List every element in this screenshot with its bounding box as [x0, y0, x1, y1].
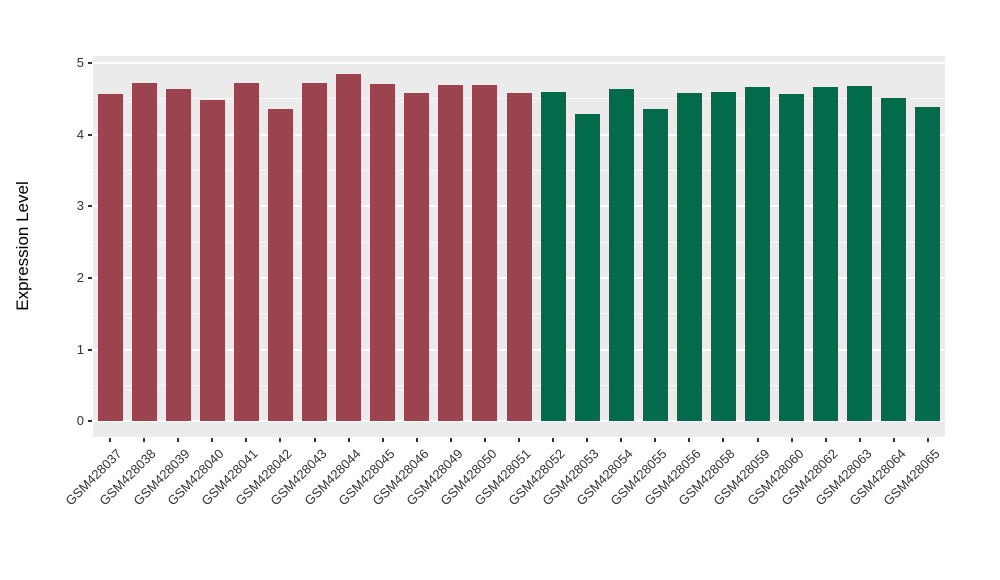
x-axis-tick	[381, 438, 384, 442]
x-axis-tick	[449, 438, 452, 442]
x-axis-tick	[518, 438, 520, 442]
bar	[540, 91, 566, 422]
x-axis-tick	[552, 438, 555, 442]
bar	[506, 92, 532, 422]
bar	[881, 98, 907, 422]
x-axis-tick	[688, 438, 691, 442]
y-tick-label: 3	[76, 198, 84, 214]
x-axis-tick	[892, 438, 895, 442]
bar	[267, 109, 293, 422]
bar	[847, 86, 873, 422]
x-axis-tick	[415, 438, 418, 442]
bar	[233, 82, 259, 422]
x-axis-tick	[654, 438, 657, 442]
bar	[745, 86, 771, 422]
bar	[370, 83, 396, 422]
y-axis-tick	[88, 205, 92, 208]
plot-panel	[93, 56, 945, 437]
bar	[165, 88, 191, 422]
x-axis-tick	[824, 438, 827, 442]
x-axis-tick	[620, 438, 623, 442]
y-axis-tick	[88, 420, 92, 423]
x-axis-tick	[347, 438, 350, 442]
x-axis-tick	[279, 438, 282, 442]
x-axis-tick	[313, 438, 316, 442]
x-axis-tick	[926, 438, 929, 442]
y-tick-label: 0	[76, 413, 84, 429]
bar	[199, 100, 225, 422]
x-axis-tick	[245, 438, 248, 442]
x-axis-tick	[177, 438, 180, 442]
y-axis-tick	[88, 62, 92, 65]
y-axis-tick	[88, 348, 92, 351]
gridline-major	[93, 420, 945, 423]
y-axis-title: Expression Level	[13, 181, 32, 311]
x-axis-tick	[756, 438, 759, 442]
x-axis-tick	[211, 438, 214, 442]
y-axis-tick	[88, 277, 92, 279]
x-axis-tick	[858, 438, 861, 442]
bar	[472, 85, 498, 422]
y-tick-label: 5	[76, 55, 84, 71]
gridline-major	[93, 62, 945, 65]
bar	[813, 86, 839, 422]
bar	[642, 109, 668, 422]
y-axis-tick	[88, 133, 92, 136]
bar	[438, 85, 464, 422]
bar	[97, 93, 123, 422]
x-axis-tick	[790, 438, 793, 442]
y-tick-label: 1	[76, 341, 84, 357]
y-tick-label: 2	[76, 270, 84, 285]
bar	[779, 93, 805, 422]
x-axis-tick	[143, 438, 146, 442]
bar	[676, 93, 702, 422]
x-axis-tick	[722, 438, 725, 442]
bar	[574, 114, 600, 422]
bar	[336, 73, 362, 422]
x-axis-tick	[483, 438, 486, 442]
bar	[608, 88, 634, 422]
bar	[404, 93, 430, 422]
bar	[915, 106, 941, 422]
bar	[710, 91, 736, 422]
y-tick-label: 4	[76, 126, 84, 142]
x-axis-tick	[109, 438, 112, 442]
bar	[131, 83, 157, 422]
x-axis-tick	[586, 438, 589, 442]
bar	[302, 83, 328, 422]
